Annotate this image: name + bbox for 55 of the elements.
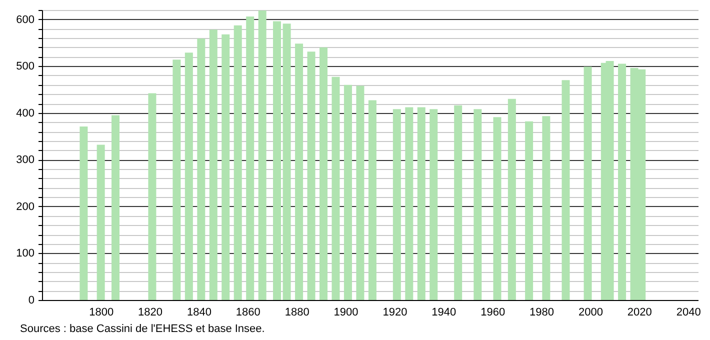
bar: [197, 38, 206, 300]
bar: [618, 64, 626, 300]
bar: [112, 115, 120, 300]
bar: [273, 21, 282, 300]
x-tick-label: 1880: [284, 306, 310, 318]
x-tick-label: 1940: [432, 306, 456, 318]
bar: [525, 121, 534, 300]
source-note: Sources : base Cassini de l'EHESS et base Insee.: [20, 323, 265, 335]
x-tick-label: 1820: [138, 306, 163, 318]
bar: [493, 117, 502, 300]
bar: [584, 66, 592, 300]
x-tick-label: 1840: [186, 306, 212, 318]
bar: [80, 126, 88, 300]
x-tick-label: 1980: [530, 306, 554, 318]
bar: [332, 76, 340, 300]
y-tick-label: 100: [16, 248, 34, 260]
bar: [562, 80, 570, 300]
bar: [184, 52, 193, 300]
x-tick-label: 2020: [627, 306, 652, 318]
bar: [222, 34, 230, 300]
x-tick-label: 1900: [334, 306, 358, 318]
bar: [508, 98, 516, 300]
bar: [417, 107, 426, 300]
x-tick-label: 1800: [89, 306, 114, 318]
x-tick-label: 1960: [480, 306, 506, 318]
bar: [295, 44, 304, 300]
y-tick-label: 0: [28, 294, 34, 306]
bar: [454, 105, 462, 300]
y-tick-label: 200: [16, 200, 34, 213]
bar: [320, 47, 328, 300]
bar: [430, 109, 438, 300]
y-tick-label: 500: [16, 60, 34, 73]
x-tick-label: 1920: [382, 306, 408, 318]
bar: [307, 52, 316, 300]
bar: [234, 25, 242, 300]
bar: [405, 107, 414, 300]
bar: [246, 16, 254, 300]
x-tick-label: 2000: [578, 306, 603, 318]
bar: [368, 100, 376, 300]
bar: [172, 60, 181, 300]
bar: [209, 30, 218, 300]
bar: [148, 93, 156, 300]
y-tick-label: 300: [16, 154, 34, 166]
bar: [356, 86, 364, 300]
bar: [96, 144, 105, 300]
bar: [542, 116, 550, 300]
bar: [258, 10, 266, 300]
x-tick-label: 2040: [676, 306, 701, 318]
y-tick-label: 400: [16, 107, 34, 120]
bar: [282, 24, 291, 300]
x-tick-label: 1860: [236, 306, 260, 318]
bar: [474, 109, 482, 300]
bar: [344, 84, 352, 300]
bar: [392, 109, 401, 300]
y-tick-label: 600: [16, 14, 34, 26]
